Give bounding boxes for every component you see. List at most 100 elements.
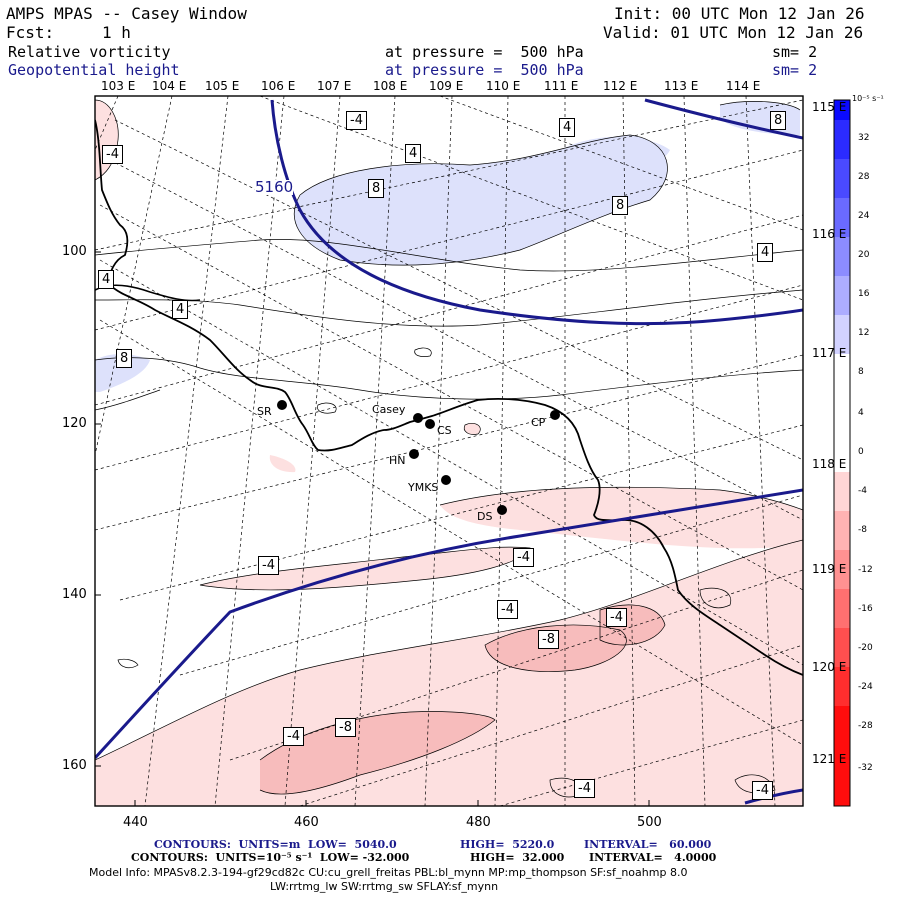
footer-vorticity-contours: CONTOURS: UNITS=10⁻⁵ s⁻¹ LOW= -32.000 [131,851,410,864]
lon-label-right: 121 E [812,752,847,766]
field2-name: Geopotential height [8,61,180,79]
map-contents [95,96,803,806]
colorbar-label: 4 [858,408,864,418]
station-dot [441,475,451,485]
vorticity-contour-label: -4 [513,548,534,567]
vorticity-shade-neg [269,455,296,473]
station-label: CP [531,416,546,429]
station-label: DS [477,510,493,523]
vorticity-contour-label: 4 [405,144,422,163]
footer-model-info: Model Info: MPASv8.2.3-194-gf29cd82c CU:… [89,866,688,879]
vorticity-contour-label: -4 [258,556,279,575]
x-tick-label: 440 [123,815,148,830]
valid-time: Valid: 01 UTC Mon 12 Jan 26 [603,23,864,42]
lon-label-right: 115 E [812,100,847,114]
colorbar-label: -20 [858,643,873,653]
field2-level: at pressure = 500 hPa [385,61,584,79]
vorticity-contour-label: -4 [283,727,304,746]
y-tick-label: 120 [62,416,87,431]
vorticity-contour-label: 4 [559,118,576,137]
vorticity-contour-label: 8 [116,349,133,368]
x-tick-label: 500 [637,815,662,830]
map-frame [94,95,804,807]
app-title: AMPS MPAS -- Casey Window [6,4,247,23]
vorticity-contour-label: -8 [538,630,559,649]
vorticity-contour-label: -8 [335,718,356,737]
vorticity-contour-label: -4 [752,781,773,800]
x-tick-label: 480 [466,815,491,830]
lon-label-top: 106 E [261,79,296,93]
station-markers [277,400,560,515]
footer-model-info-2: LW:rrtmg_lw SW:rrtmg_sw SFLAY:sf_mynn [270,880,499,893]
vorticity-contour-label: 4 [172,300,189,319]
forecast-hour: 1 h [102,23,131,42]
vorticity-contour-label: 4 [98,270,115,289]
station-label: SR [257,405,272,418]
vorticity-shade-pos [558,136,670,172]
field1-name: Relative vorticity [8,43,171,61]
station-dot [409,449,419,459]
field1-level: at pressure = 500 hPa [385,43,584,61]
colorbar-label: -28 [858,721,873,731]
footer-height-contours: CONTOURS: UNITS=m LOW= 5040.0 [154,838,397,851]
station-dot [425,419,435,429]
vorticity-contour-label: 8 [612,196,629,215]
colorbar-label: -32 [858,763,873,773]
forecast-label: Fcst: [6,23,55,42]
vorticity-contour-label: -4 [497,600,518,619]
lon-label-top: 109 E [429,79,464,93]
field1-smooth: sm= 2 [772,43,818,61]
colorbar-label: 32 [858,133,870,143]
footer-height-high: HIGH= 5220.0 [460,838,555,851]
graticule-lines [95,96,803,806]
y-tick-label: 140 [62,587,87,602]
colorbar-label: -12 [858,565,873,575]
lon-label-top: 112 E [603,79,638,93]
lon-label-right: 120 E [812,660,847,674]
colorbar-units: 10⁻⁵ s⁻¹ [852,94,884,103]
vorticity-contour-label: -4 [102,145,123,164]
vorticity-shade-neg [440,487,803,549]
vorticity-contours [95,99,803,798]
footer-vorticity-high: HIGH= 32.000 [470,851,565,864]
colorbar-label: -16 [858,604,873,614]
y-tick-label: 100 [62,244,87,259]
vorticity-shade-pos [95,354,150,392]
colorbar-label: 28 [858,172,870,182]
footer-height-interval: INTERVAL= 60.000 [584,838,712,851]
lon-label-top: 113 E [664,79,699,93]
station-dot [497,505,507,515]
colorbar-label: 0 [858,447,864,457]
vorticity-contour-label: 4 [757,243,774,262]
colorbar-label: 24 [858,211,870,221]
lon-label-top: 103 E [101,79,136,93]
station-dot [277,400,287,410]
colorbar-label: -8 [858,525,867,535]
colorbar-label: 8 [858,367,864,377]
colorbar-label: 12 [858,328,870,338]
lon-label-top: 114 E [726,79,761,93]
lon-label-top: 111 E [544,79,579,93]
x-axis-ticks [134,800,650,806]
vorticity-shade-neg [464,423,481,435]
x-tick-label: 460 [294,815,319,830]
footer-vorticity-interval: INTERVAL= 4.0000 [589,851,717,864]
station-label: Casey [372,403,406,416]
lon-label-top: 105 E [205,79,240,93]
init-time: Init: 00 UTC Mon 12 Jan 26 [614,4,865,23]
lon-label-right: 119 E [812,562,847,576]
lon-label-right: 117 E [812,346,847,360]
lon-label-top: 110 E [486,79,521,93]
station-label: HN [389,454,406,467]
station-dot [413,413,423,423]
vorticity-contour-label: -4 [606,608,627,627]
colorbar [833,99,851,807]
vorticity-contour-label: 8 [368,179,385,198]
lon-label-right: 118 E [812,457,847,471]
y-tick-label: 160 [62,758,87,773]
station-dot [550,410,560,420]
vorticity-contour-label: -4 [574,779,595,798]
field2-smooth: sm= 2 [772,61,818,79]
lon-label-top: 107 E [317,79,352,93]
lon-label-right: 116 E [812,227,847,241]
